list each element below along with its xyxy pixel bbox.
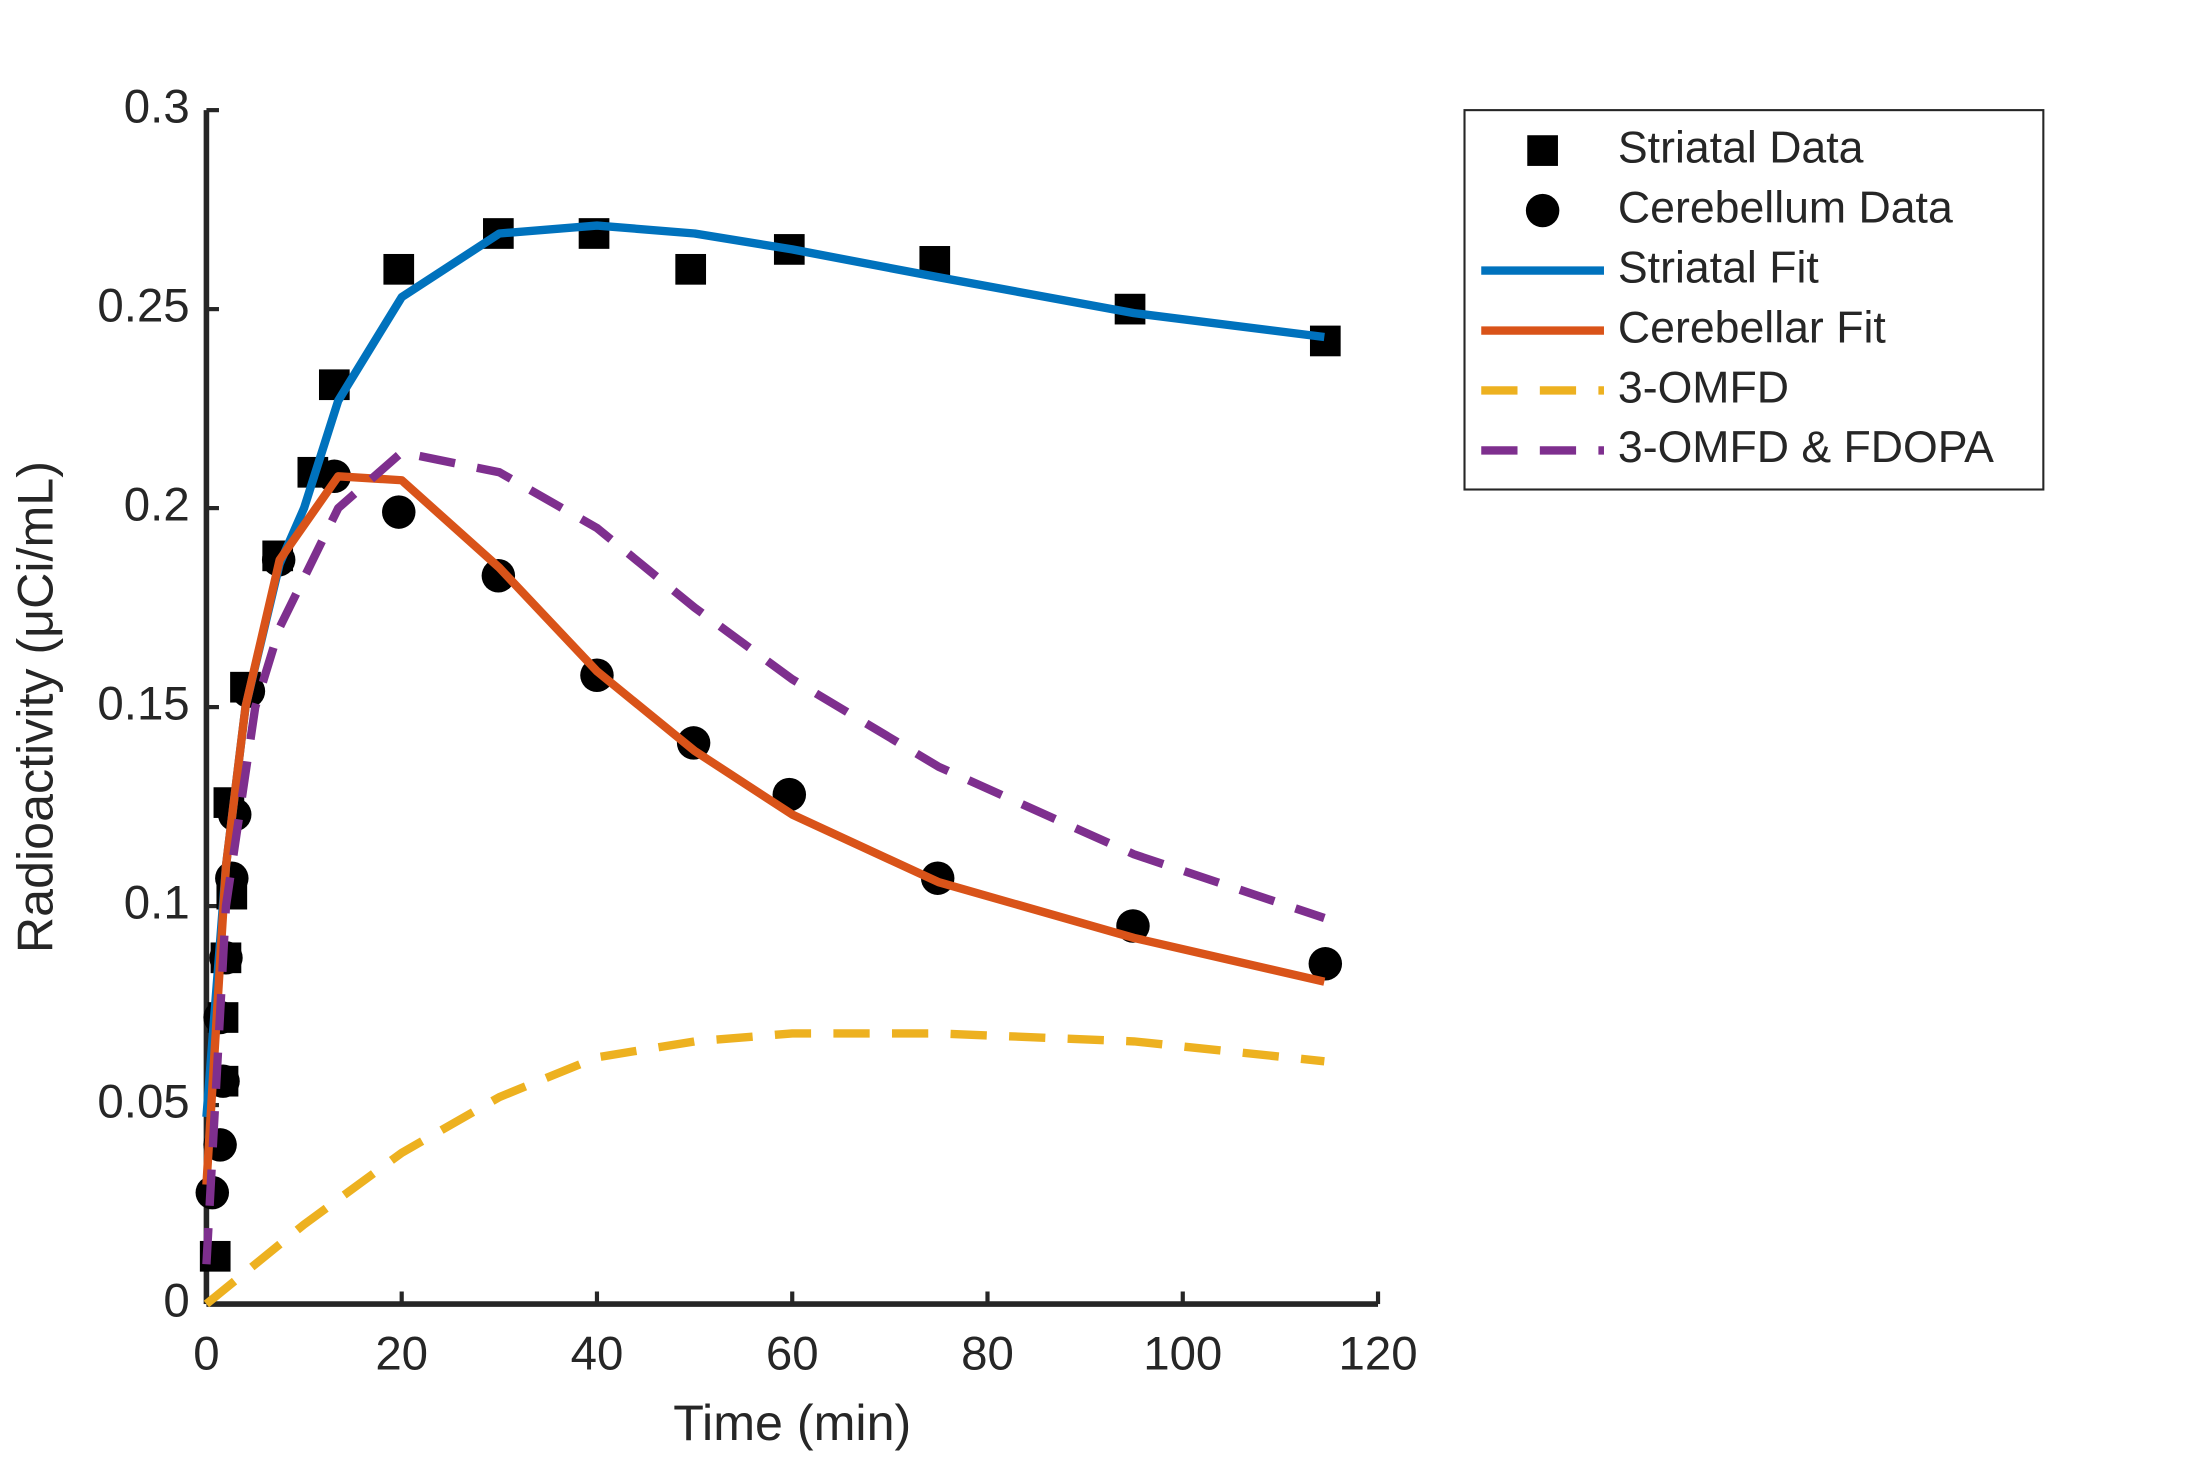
x-tick-label: 100 (1143, 1328, 1222, 1381)
y-tick-label: 0.2 (124, 479, 190, 532)
y-tick-label: 0.3 (124, 81, 190, 134)
legend-label: 3-OMFD (1618, 363, 1789, 412)
legend-label: 3-OMFD & FDOPA (1618, 423, 1994, 472)
legend-label: Cerebellar Fit (1618, 303, 1886, 352)
legend-marker (1525, 193, 1560, 228)
y-tick-label: 0.1 (124, 877, 190, 930)
x-tick-label: 120 (1338, 1328, 1417, 1381)
data-point (675, 253, 707, 285)
series-line (203, 1029, 1325, 1308)
data-point (382, 495, 416, 529)
x-tick-label: 0 (193, 1328, 219, 1381)
data-point (481, 559, 516, 593)
legend-label: Cerebellum Data (1618, 183, 1953, 232)
series-line (202, 221, 1325, 1118)
legend-box (1463, 109, 2045, 491)
data-point (1308, 947, 1343, 981)
data-point (1309, 325, 1341, 357)
series-line (202, 472, 1326, 1185)
x-tick-label: 20 (375, 1328, 428, 1381)
x-tick-label: 40 (571, 1328, 624, 1381)
data-point (383, 253, 415, 285)
x-tick-label: 60 (766, 1328, 819, 1381)
legend-label: Striatal Data (1618, 123, 1864, 172)
y-tick-label: 0.25 (97, 280, 189, 333)
y-tick-label: 0.05 (97, 1076, 189, 1129)
y-axis-label: Radioactivity (μCi/mL) (7, 461, 63, 953)
x-tick-label: 80 (961, 1328, 1014, 1381)
x-axis-label: Time (min) (673, 1395, 911, 1451)
y-tick-label: 0.15 (97, 678, 189, 731)
y-tick-label: 0 (163, 1275, 189, 1328)
legend-label: Striatal Fit (1618, 243, 1819, 292)
series-line (202, 448, 1326, 1265)
legend-marker (1527, 135, 1558, 166)
